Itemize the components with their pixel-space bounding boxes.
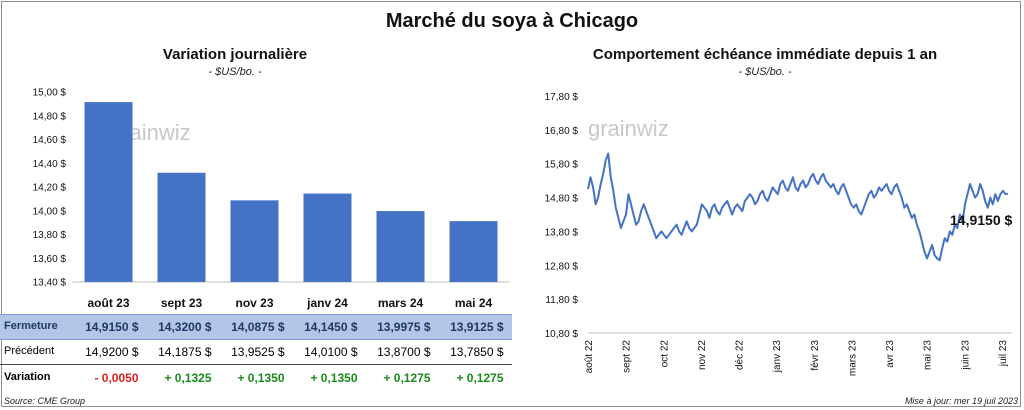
bar [376, 211, 425, 282]
line-y-tick: 17,80 $ [545, 92, 579, 103]
table-cell: 13,7850 $ [450, 345, 504, 359]
bar-y-tick: 14,80 $ [33, 111, 67, 122]
right-chart-title: Comportement échéance immédiate depuis 1… [592, 46, 938, 63]
line-x-tick: sept 22 [622, 340, 633, 373]
left-chart-title: Variation journalière [162, 46, 308, 63]
table-cell: 14,0875 $ [231, 320, 285, 334]
right-chart-unit: - $US/bo. - [738, 66, 792, 78]
line-y-tick: 16,80 $ [545, 126, 579, 137]
line-y-tick: 14,80 $ [545, 194, 579, 205]
bar-y-tick: 14,20 $ [33, 183, 67, 194]
line-y-tick: 13,80 $ [545, 227, 579, 238]
table-cell: 13,8700 $ [377, 345, 431, 359]
table-cell: 14,9200 $ [85, 345, 139, 359]
left-chart-unit: - $US/bo. - [208, 66, 262, 78]
line-x-tick: mars 23 [847, 340, 858, 377]
watermark: grainwiz [588, 116, 669, 141]
table-cell: 14,1450 $ [304, 320, 358, 334]
line-x-tick: oct 22 [659, 340, 670, 368]
table-cell: 14,1875 $ [158, 345, 212, 359]
bar-category-label: sept 23 [161, 296, 203, 310]
bar-category-label: août 23 [87, 296, 129, 310]
bar [303, 193, 352, 282]
line-x-tick: déc 22 [735, 340, 746, 370]
line-x-tick: mai 23 [923, 340, 934, 370]
bar [449, 221, 498, 282]
table-row: Fermeture 14,9150 $ 14,3200 $ 14,0875 $ 14,1… [0, 314, 512, 340]
table-cell: + 0,1325 [164, 371, 212, 385]
bar-y-tick: 13,60 $ [33, 254, 67, 265]
table-cell: 13,9525 $ [231, 345, 285, 359]
line-y-tick: 10,80 $ [545, 329, 579, 340]
page-title: Marché du soya à Chicago [385, 10, 639, 32]
update-note: Mise à jour: mer 19 juil 2023 [904, 396, 1018, 406]
table-cell: 13,9125 $ [450, 320, 504, 334]
table-cell: - 0,0050 [94, 371, 139, 385]
line-x-tick: févr 23 [810, 340, 821, 371]
table-row-label: Variation [4, 371, 51, 383]
line-x-tick: avr 23 [885, 340, 896, 368]
bar-chart: 15,00 $ 14,80 $ 14,60 $ 14,40 $ 14,20 $ 14,00… [33, 88, 510, 310]
bar-y-tick: 13,80 $ [33, 230, 67, 241]
source-note: Source: CME Group [4, 396, 86, 406]
table-row-label: Fermeture [4, 320, 58, 332]
line-y-tick: 15,80 $ [545, 160, 579, 171]
bar-category-label: nov 23 [235, 296, 273, 310]
line-x-tick: juil 23 [998, 340, 1009, 368]
table-cell: 13,9975 $ [377, 320, 431, 334]
table-row: Précédent 14,9200 $ 14,1875 $ 13,9525 $ 14,0… [0, 340, 512, 365]
bar-y-tick: 14,60 $ [33, 135, 67, 146]
line-chart: 17,80 $ 16,80 $ 15,80 $ 14,80 $ 13,80 $ 12,80… [545, 92, 1012, 376]
table-cell: + 0,1275 [456, 371, 504, 385]
line-x-tick: janv 23 [772, 340, 783, 374]
bar-category-label: mai 24 [455, 296, 493, 310]
table-cell: + 0,1275 [383, 371, 431, 385]
price-line [587, 152, 1009, 262]
table-row: Variation - 0,0050 + 0,1325 + 0,1350 + 0,135… [0, 366, 512, 390]
table-cell: 14,0100 $ [304, 345, 358, 359]
bar [84, 102, 133, 282]
table-cell: + 0,1350 [237, 371, 285, 385]
bar-y-tick: 13,40 $ [33, 278, 67, 289]
bar-category-label: mars 24 [378, 296, 424, 310]
table-cell: + 0,1350 [310, 371, 358, 385]
last-price-label: 14,9150 $ [950, 212, 1013, 228]
table-cell: 14,9150 $ [85, 320, 139, 334]
bar-category-label: janv 24 [306, 296, 348, 310]
bar-y-tick: 14,00 $ [33, 206, 67, 217]
line-x-tick: nov 22 [697, 340, 708, 370]
bar [230, 200, 279, 282]
bar-y-tick: 14,40 $ [33, 159, 67, 170]
bar [157, 172, 206, 282]
line-y-tick: 12,80 $ [545, 261, 579, 272]
table-cell: 14,3200 $ [158, 320, 212, 334]
bar-y-tick: 15,00 $ [33, 88, 67, 99]
line-y-tick: 11,80 $ [545, 295, 578, 306]
line-x-tick: août 22 [584, 340, 595, 374]
line-x-tick: juin 23 [960, 340, 971, 371]
table-row-label: Précédent [4, 345, 55, 357]
